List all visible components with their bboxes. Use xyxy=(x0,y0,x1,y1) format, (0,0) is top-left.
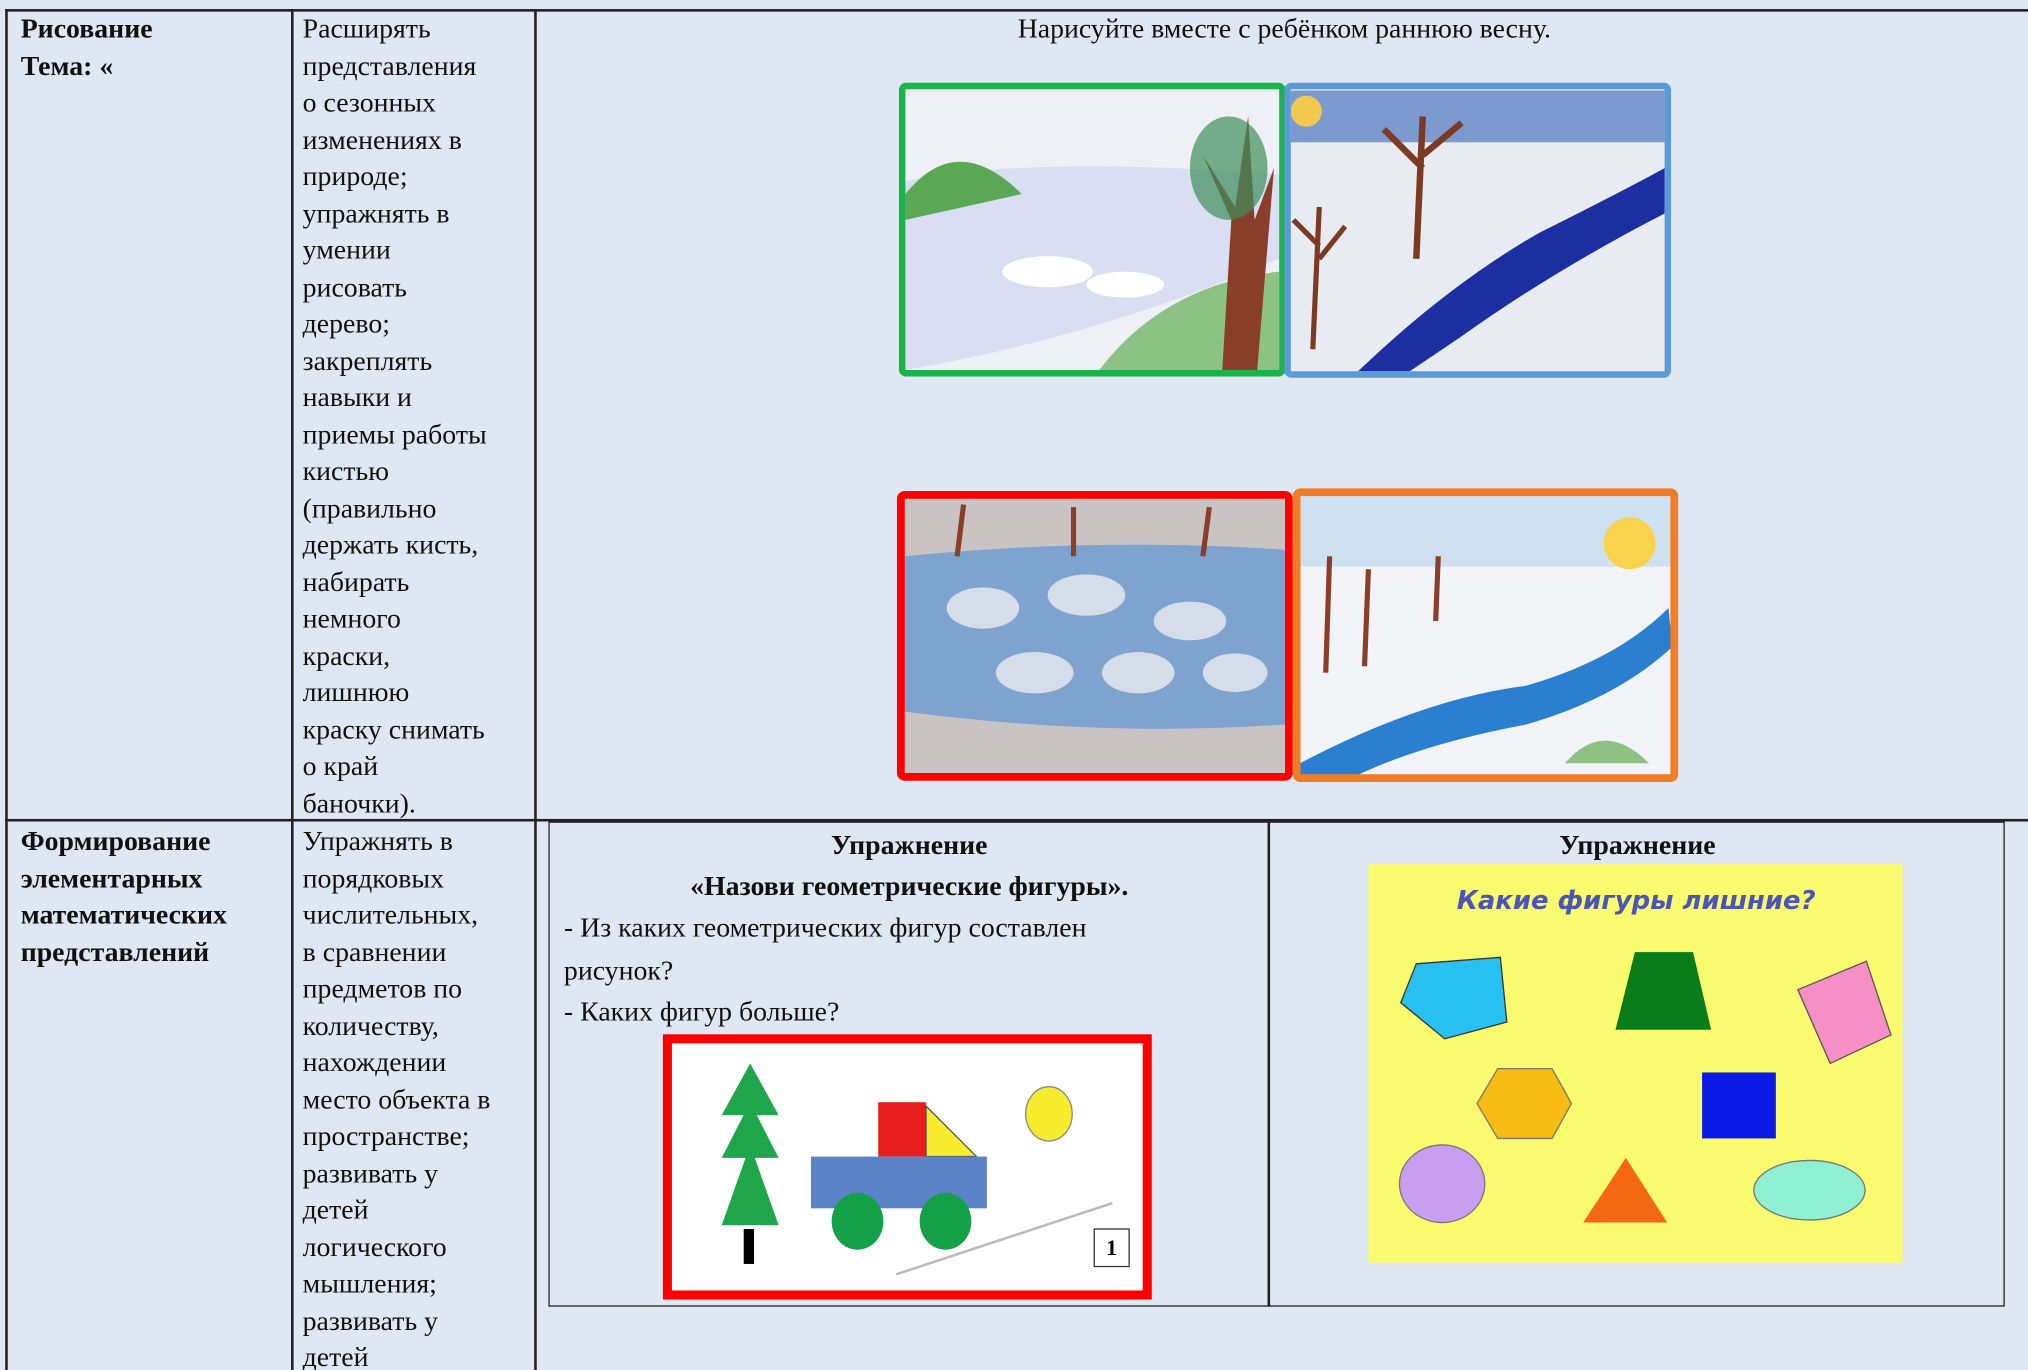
goal-line: место объекта в xyxy=(302,1083,491,1115)
goal-line: закреплять xyxy=(302,344,433,376)
goal-line: Упражнять в xyxy=(302,825,453,857)
goal-line: умении xyxy=(302,234,391,266)
exercise-title: Упражнение xyxy=(1559,829,1716,861)
goal-line: приемы работы xyxy=(302,418,487,450)
goal-line: развивать у xyxy=(302,1157,438,1189)
goals: Упражнять в порядковых числительных, в срав… xyxy=(303,823,491,1370)
goal-line: лишнюю xyxy=(302,676,410,708)
subject-line: Формирование xyxy=(20,825,211,857)
border xyxy=(5,9,8,1370)
subject-line: Тема: « xyxy=(20,49,114,81)
goal-line: пространстве; xyxy=(302,1120,470,1152)
goal-line: краски, xyxy=(302,639,391,671)
goal-line: числительных, xyxy=(302,899,479,931)
goal-line: немного xyxy=(302,602,401,634)
subject: Рисование Тема: « xyxy=(21,10,153,84)
goal-line: мышления; xyxy=(302,1267,437,1299)
goal-line: кистью xyxy=(302,455,390,487)
subject: Формирование элементарных математических пр… xyxy=(21,823,227,970)
shapes-picture: 1 xyxy=(662,1034,1152,1300)
goal-line: представления xyxy=(302,49,477,81)
image-caption: Какие фигуры лишние? xyxy=(1457,886,1816,916)
image-label: 1 xyxy=(1106,1235,1117,1260)
goal-line: детей xyxy=(302,1194,369,1226)
drawing xyxy=(896,490,1293,781)
goal-line: краску снимать xyxy=(302,713,485,745)
instruction-text: Нарисуйте вместе с ребёнком раннюю весну… xyxy=(1017,12,1551,44)
goal-line: набирать xyxy=(302,565,410,598)
goal-line: упражнять в xyxy=(302,197,450,229)
goal-line: предметов по xyxy=(302,972,463,1004)
inner-table xyxy=(548,821,2005,1307)
goal-line: (правильно xyxy=(302,492,437,524)
goal-line: в сравнении xyxy=(302,935,447,968)
exercise-questions: - Из каких геометрических фигур составле… xyxy=(564,907,1087,1033)
odd-shapes-picture: Какие фигуры лишние? xyxy=(1368,864,1903,1263)
instruction: Нарисуйте вместе с ребёнком раннюю весну… xyxy=(534,10,2028,47)
goal-line: Расширять xyxy=(302,12,431,44)
question-line: - Каких фигур больше? xyxy=(563,996,840,1028)
subject-line: представлений xyxy=(20,935,210,968)
goal-line: навыки и xyxy=(302,381,412,413)
goal-line: развивать у xyxy=(302,1304,438,1336)
subject-line: элементарных xyxy=(20,862,203,894)
goals: Расширять представления о сезонных изменени… xyxy=(303,10,487,821)
goal-line: логического xyxy=(302,1230,447,1263)
goal-line: о край xyxy=(302,750,379,782)
subject-line: Рисование xyxy=(20,12,153,44)
exercise-title: Упражнение xyxy=(831,829,988,861)
goal-line: детей xyxy=(302,1341,369,1370)
goal-line: держать кисть, xyxy=(302,529,479,561)
drawing xyxy=(1284,82,1672,378)
border xyxy=(5,818,2028,821)
question-line: рисунок? xyxy=(563,954,674,986)
goal-line: дерево; xyxy=(302,307,390,339)
drawing xyxy=(1292,488,1679,783)
border xyxy=(1267,821,1270,1307)
border xyxy=(534,9,537,1370)
goal-line: баночки). xyxy=(302,787,416,819)
goal-line: нахождении xyxy=(302,1046,447,1078)
drawing xyxy=(898,82,1286,377)
goal-line: природе; xyxy=(302,160,408,192)
goal-line: рисовать xyxy=(302,271,407,303)
border xyxy=(291,9,293,1370)
goal-line: о сезонных xyxy=(302,86,436,118)
border xyxy=(5,9,2028,11)
exercise-name: «Назови геометрические фигуры». xyxy=(690,870,1129,902)
subject-line: математических xyxy=(20,899,227,931)
question-line: - Из каких геометрических фигур составле… xyxy=(563,912,1087,944)
goal-line: порядковых xyxy=(302,862,445,894)
goal-line: количеству, xyxy=(302,1009,439,1041)
goal-line: изменениях в xyxy=(302,123,462,155)
